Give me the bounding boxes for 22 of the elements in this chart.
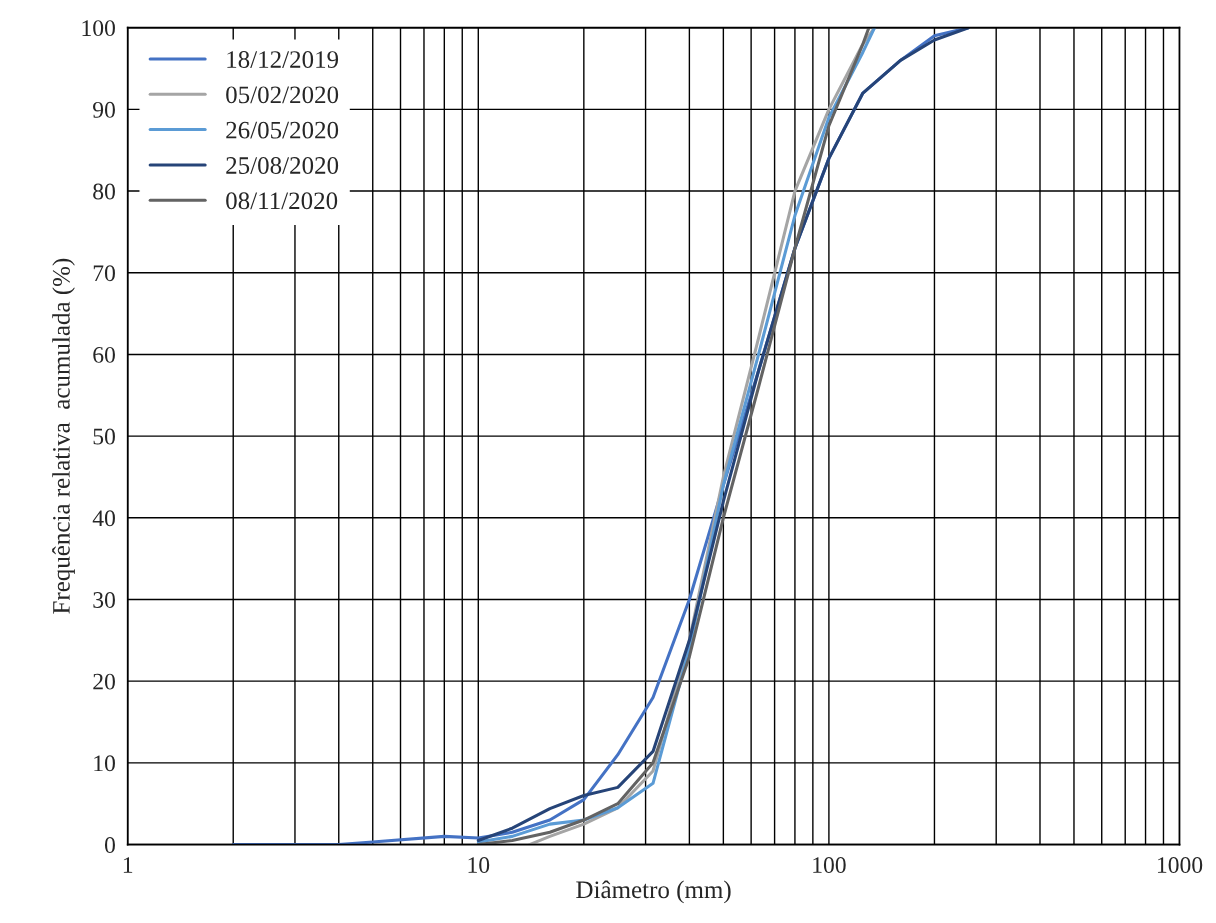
- y-tick-label: 40: [92, 510, 115, 527]
- y-tick-label: 90: [93, 101, 115, 118]
- x-tick-label: 1: [123, 857, 133, 873]
- y-tick-label: 20: [93, 673, 115, 690]
- legend-label: 05/02/2020: [226, 86, 339, 104]
- y-tick-label: 60: [93, 346, 115, 363]
- legend-label: 25/08/2020: [226, 157, 339, 174]
- x-tick-label: 10: [468, 857, 490, 873]
- legend-label: 18/12/2019: [227, 51, 339, 68]
- x-tick-label: 100: [813, 857, 846, 873]
- legend-label: 08/11/2020: [226, 192, 338, 210]
- legend-label: 26/05/2020: [226, 121, 339, 139]
- y-tick-label: 30: [93, 591, 115, 608]
- y-axis-title: Frequência relativa acumulada (%): [52, 258, 75, 614]
- y-tick-label: 100: [82, 20, 115, 37]
- y-tick-label: 10: [94, 755, 115, 772]
- y-tick-label: 50: [93, 428, 115, 445]
- x-axis-title: Diâmetro (mm): [576, 880, 731, 904]
- y-tick-label: 0: [104, 837, 115, 853]
- y-tick-label: 80: [93, 183, 115, 200]
- y-tick-label: 70: [93, 265, 115, 282]
- x-tick-label: 1000: [1157, 857, 1203, 873]
